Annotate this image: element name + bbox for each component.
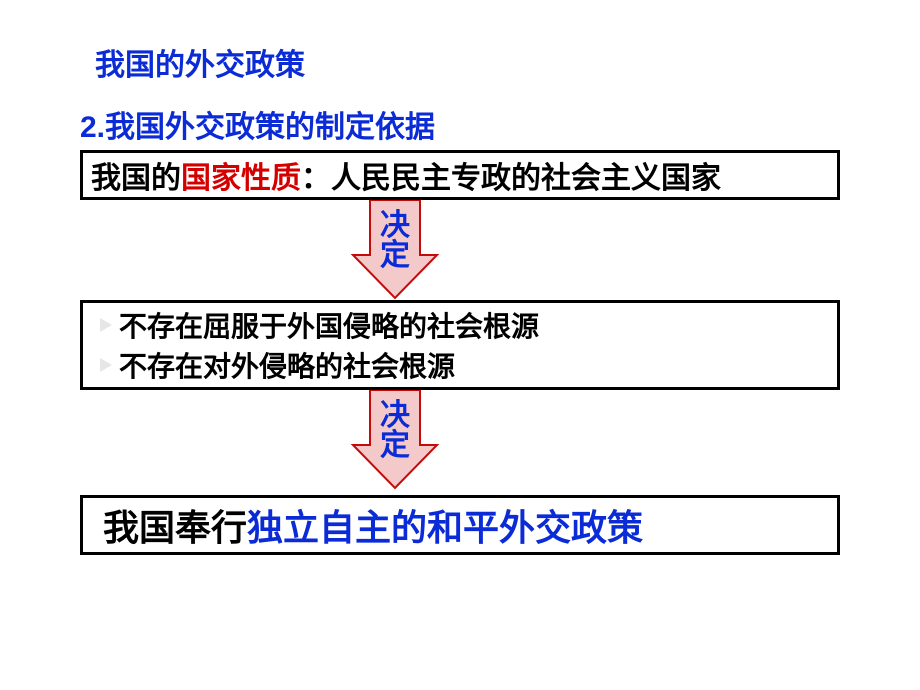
box3-text: 我国奉行独立自主的和平外交政策	[103, 499, 837, 551]
bullet-text: 不存在对外侵略的社会根源	[119, 345, 455, 385]
arrow1-label: 决定	[370, 211, 420, 271]
box1-text: 我国的国家性质：人民民主专政的社会主义国家	[91, 153, 837, 197]
box1-span: 国家性质	[181, 162, 301, 195]
box1-span: ：人民民主专政的社会主义国家	[301, 162, 721, 195]
triangle-bullet-icon	[97, 309, 115, 341]
box2-lines: 不存在屈服于外国侵略的社会根源不存在对外侵略的社会根源	[97, 305, 837, 385]
sub-title: 2.我国外交政策的制定依据	[80, 102, 435, 146]
bullet-row: 不存在对外侵略的社会根源	[97, 345, 837, 385]
box-social-roots: 不存在屈服于外国侵略的社会根源不存在对外侵略的社会根源	[80, 300, 840, 390]
triangle-bullet-icon	[97, 349, 115, 381]
arrow-determine-2: 决定	[345, 390, 445, 490]
box3-span: 我国奉行	[103, 507, 247, 548]
box1-span: 我国的	[91, 162, 181, 195]
box-national-nature: 我国的国家性质：人民民主专政的社会主义国家	[80, 150, 840, 200]
arrow-determine-1: 决定	[345, 200, 445, 300]
bullet-row: 不存在屈服于外国侵略的社会根源	[97, 305, 837, 345]
box3-span: 独立自主的和平外交政策	[247, 507, 643, 548]
arrow2-label: 决定	[370, 401, 420, 461]
box-policy-conclusion: 我国奉行独立自主的和平外交政策	[80, 495, 840, 555]
main-title: 我国的外交政策	[95, 40, 305, 84]
bullet-text: 不存在屈服于外国侵略的社会根源	[119, 305, 539, 345]
